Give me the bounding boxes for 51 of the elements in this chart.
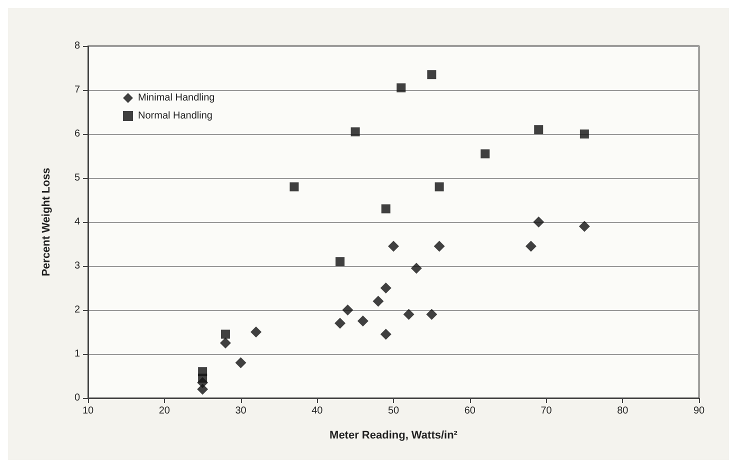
y-tick-label: 1: [74, 348, 80, 360]
point: [480, 149, 490, 158]
point: [410, 262, 422, 274]
point: [427, 70, 436, 80]
point: [381, 204, 390, 214]
point: [220, 330, 230, 339]
x-tick-label: 30: [235, 406, 247, 416]
x-axis-title: Meter Reading, Watts/in²: [330, 430, 458, 442]
point: [198, 367, 208, 376]
x-tick-label: 70: [540, 406, 552, 416]
x-tick-label: 10: [82, 406, 94, 416]
y-tick-label: 6: [74, 128, 80, 140]
x-tick-label: 60: [464, 406, 476, 416]
x-tick-label: 80: [617, 406, 629, 416]
point: [380, 282, 392, 294]
point: [525, 240, 536, 252]
point: [578, 220, 590, 232]
point: [434, 182, 444, 192]
point: [388, 240, 399, 252]
point: [350, 127, 360, 136]
x-tick-label: 40: [312, 406, 324, 416]
y-tick-label: 3: [74, 260, 80, 272]
point: [403, 308, 414, 320]
point: [380, 328, 392, 340]
x-tick-label: 50: [388, 406, 400, 416]
point: [342, 304, 354, 316]
point: [534, 125, 544, 134]
y-tick-label: 7: [74, 84, 80, 96]
point: [290, 182, 299, 192]
point: [235, 357, 246, 368]
point: [250, 326, 262, 338]
point: [434, 240, 445, 252]
y-tick-label: 0: [74, 392, 80, 404]
y-axis-title: Percent Weight Loss: [40, 168, 52, 276]
y-tick-label: 2: [74, 304, 80, 316]
y-tick-label: 4: [74, 216, 80, 228]
point: [372, 296, 384, 307]
point: [396, 83, 406, 92]
x-tick-label: 20: [158, 406, 170, 416]
legend-label: Normal Handling: [138, 110, 212, 122]
point: [533, 216, 544, 228]
point: [220, 338, 231, 348]
x-tick-label: 90: [693, 406, 705, 416]
point: [334, 318, 346, 329]
legend-label: Minimal Handling: [138, 92, 215, 104]
point: [357, 316, 368, 326]
y-tick-label: 8: [74, 40, 80, 52]
point: [336, 257, 345, 266]
point: [580, 130, 589, 138]
y-tick-label: 5: [74, 172, 80, 184]
point: [426, 308, 438, 320]
